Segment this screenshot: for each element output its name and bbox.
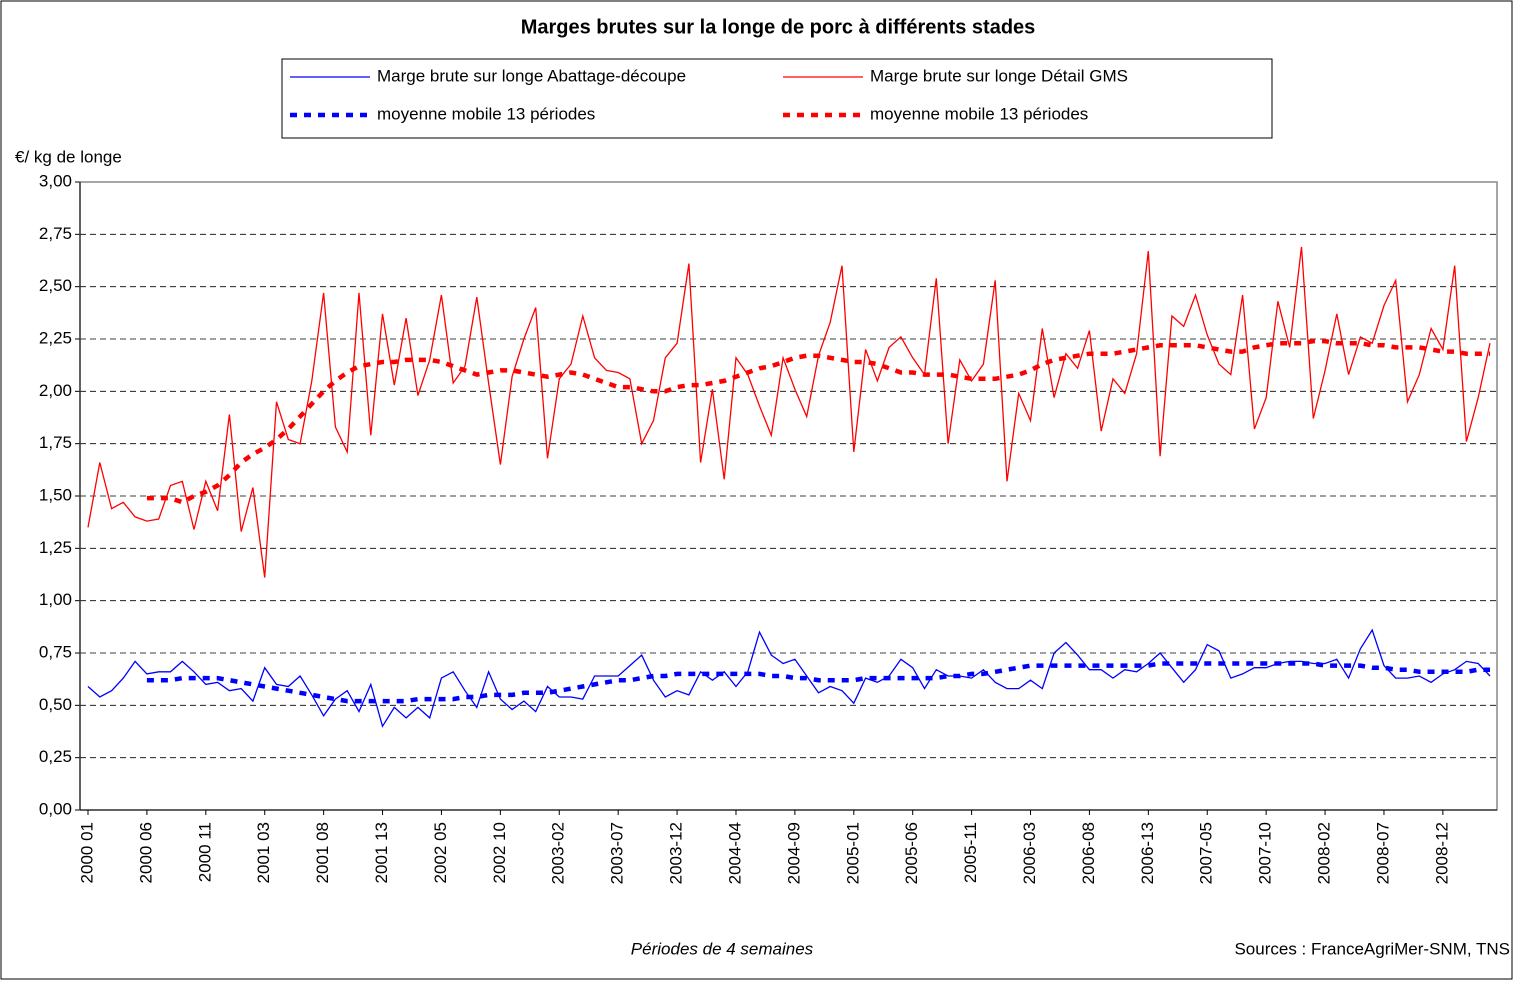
x-tick-label: 2005-11: [961, 822, 980, 883]
x-tick-label: 2005-01: [843, 822, 862, 884]
legend-label: Marge brute sur longe Détail GMS: [870, 66, 1128, 85]
x-tick-label: 2003-07: [608, 822, 627, 884]
y-tick-label: 2,25: [39, 328, 72, 347]
x-tick-label: 2008-02: [1315, 822, 1334, 884]
x-axis-label: Périodes de 4 semaines: [631, 939, 814, 958]
legend-label: Marge brute sur longe Abattage-découpe: [377, 66, 686, 85]
x-tick-label: 2000 11: [195, 822, 214, 882]
x-tick-label: 2005-06: [902, 822, 921, 884]
y-tick-label: 1,50: [39, 485, 72, 504]
x-tick-label: 2007-10: [1256, 822, 1275, 884]
y-tick-label: 2,75: [39, 224, 72, 243]
x-tick-label: 2008-07: [1373, 822, 1392, 884]
source-note: Sources : FranceAgriMer-SNM, TNS: [1234, 939, 1510, 958]
x-tick-label: 2001 08: [313, 822, 332, 883]
x-tick-label: 2000 01: [77, 822, 96, 883]
series-line: [87, 246, 1491, 578]
x-tick-label: 2003-12: [667, 822, 686, 884]
legend-box: [281, 58, 1273, 139]
x-tick-label: 2007-05: [1197, 822, 1216, 884]
x-tick-label: 2003-02: [549, 822, 568, 884]
y-tick-label: 2,00: [39, 381, 72, 400]
x-tick-label: 2002 05: [431, 822, 450, 883]
chart-title: Marges brutes sur la longe de porc à dif…: [521, 16, 1036, 38]
x-tick-label: 2002 10: [490, 822, 509, 883]
y-tick-label: 0,00: [39, 799, 72, 818]
moving-average-line: [146, 661, 1490, 704]
y-tick-label: 0,50: [39, 695, 72, 714]
x-tick-label: 2000 06: [136, 822, 155, 883]
y-tick-label: 2,50: [39, 276, 72, 295]
x-tick-label: 2006-08: [1079, 822, 1098, 884]
series-line: [87, 628, 1491, 728]
x-tick-label: 2006-03: [1020, 822, 1039, 884]
y-tick-label: 1,00: [39, 590, 72, 609]
y-tick-label: 0,75: [39, 642, 72, 661]
x-tick-label: 2008-12: [1432, 822, 1451, 884]
y-tick-label: 0,25: [39, 747, 72, 766]
moving-average-line: [146, 338, 1490, 505]
y-tick-label: 1,75: [39, 433, 72, 452]
y-axis-label: €/ kg de longe: [15, 147, 122, 166]
x-tick-label: 2006-13: [1138, 822, 1157, 884]
x-tick-label: 2001 13: [372, 822, 391, 883]
x-tick-label: 2004-09: [784, 822, 803, 884]
y-tick-label: 3,00: [39, 171, 72, 190]
y-tick-label: 1,25: [39, 538, 72, 557]
legend-label: moyenne mobile 13 périodes: [377, 104, 595, 123]
x-tick-label: 2004-04: [725, 822, 744, 884]
x-tick-label: 2001 03: [254, 822, 273, 883]
legend-label: moyenne mobile 13 périodes: [870, 104, 1088, 123]
